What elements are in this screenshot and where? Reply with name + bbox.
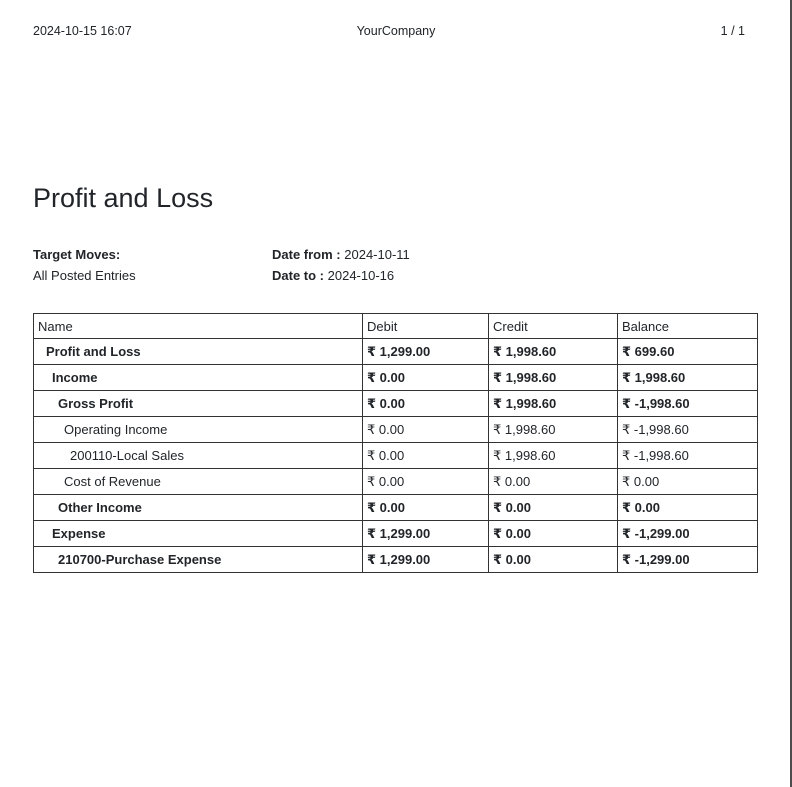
row-debit: ₹ 0.00 <box>362 364 489 391</box>
row-name: Income <box>33 364 363 391</box>
row-debit: ₹ 0.00 <box>362 442 489 469</box>
row-credit: ₹ 1,998.60 <box>488 364 618 391</box>
row-balance: ₹ -1,299.00 <box>617 546 758 573</box>
row-name: 210700-Purchase Expense <box>33 546 363 573</box>
target-moves-label: Target Moves: <box>33 247 121 262</box>
column-header-debit: Debit <box>362 313 489 339</box>
table-row: 210700-Purchase Expense ₹ 1,299.00 ₹ 0.00 ₹… <box>33 546 758 573</box>
row-name: 200110-Local Sales <box>33 442 363 469</box>
row-name: Other Income <box>33 494 363 521</box>
row-balance: ₹ -1,998.60 <box>617 442 758 469</box>
row-credit: ₹ 0.00 <box>488 520 618 547</box>
row-debit: ₹ 1,299.00 <box>362 546 489 573</box>
table-row: Gross Profit ₹ 0.00 ₹ 1,998.60 ₹ -1,998.60 <box>33 390 758 417</box>
date-range-block: Date from : 2024-10-11 Date to : 2024-10… <box>272 244 410 286</box>
profit-loss-table: Name Debit Credit Balance Profit and Los… <box>33 313 758 573</box>
row-name: Profit and Loss <box>33 338 363 365</box>
row-credit: ₹ 1,998.60 <box>488 442 618 469</box>
page-right-edge <box>790 0 792 787</box>
table-row: Operating Income ₹ 0.00 ₹ 1,998.60 ₹ -1,998… <box>33 416 758 443</box>
page-number: 1 / 1 <box>720 24 745 38</box>
table-row: Cost of Revenue ₹ 0.00 ₹ 0.00 ₹ 0.00 <box>33 468 758 495</box>
row-debit: ₹ 0.00 <box>362 494 489 521</box>
row-credit: ₹ 1,998.60 <box>488 390 618 417</box>
row-debit: ₹ 0.00 <box>362 468 489 495</box>
column-header-balance: Balance <box>617 313 758 339</box>
print-timestamp: 2024-10-15 16:07 <box>33 24 132 38</box>
row-name: Cost of Revenue <box>33 468 363 495</box>
date-from-line: Date from : 2024-10-11 <box>272 244 410 265</box>
company-name: YourCompany <box>356 24 436 38</box>
row-debit: ₹ 0.00 <box>362 390 489 417</box>
page-header: 2024-10-15 16:07 YourCompany 1 / 1 <box>0 24 792 40</box>
row-name: Gross Profit <box>33 390 363 417</box>
row-debit: ₹ 1,299.00 <box>362 520 489 547</box>
row-debit: ₹ 0.00 <box>362 416 489 443</box>
table-row: Expense ₹ 1,299.00 ₹ 0.00 ₹ -1,299.00 <box>33 520 758 547</box>
row-credit: ₹ 1,998.60 <box>488 338 618 365</box>
table-row: Other Income ₹ 0.00 ₹ 0.00 ₹ 0.00 <box>33 494 758 521</box>
table-row: Profit and Loss ₹ 1,299.00 ₹ 1,998.60 ₹ 699… <box>33 338 758 365</box>
row-name: Operating Income <box>33 416 363 443</box>
row-balance: ₹ -1,299.00 <box>617 520 758 547</box>
column-header-credit: Credit <box>488 313 618 339</box>
date-to-label: Date to : <box>272 268 324 283</box>
row-balance: ₹ 0.00 <box>617 468 758 495</box>
row-balance: ₹ 0.00 <box>617 494 758 521</box>
row-balance: ₹ 1,998.60 <box>617 364 758 391</box>
report-title: Profit and Loss <box>33 183 214 213</box>
column-header-name: Name <box>33 313 363 339</box>
row-credit: ₹ 0.00 <box>488 546 618 573</box>
table-row: 200110-Local Sales ₹ 0.00 ₹ 1,998.60 ₹ -1,9… <box>33 442 758 469</box>
date-to-line: Date to : 2024-10-16 <box>272 265 410 286</box>
date-to-value: 2024-10-16 <box>327 268 395 283</box>
row-credit: ₹ 0.00 <box>488 468 618 495</box>
row-balance: ₹ 699.60 <box>617 338 758 365</box>
row-balance: ₹ -1,998.60 <box>617 416 758 443</box>
row-credit: ₹ 1,998.60 <box>488 416 618 443</box>
row-balance: ₹ -1,998.60 <box>617 390 758 417</box>
row-debit: ₹ 1,299.00 <box>362 338 489 365</box>
row-name: Expense <box>33 520 363 547</box>
date-from-value: 2024-10-11 <box>344 247 410 262</box>
row-credit: ₹ 0.00 <box>488 494 618 521</box>
date-from-label: Date from : <box>272 247 341 262</box>
target-moves-block: Target Moves: All Posted Entries <box>33 244 136 286</box>
target-moves-value: All Posted Entries <box>33 268 136 283</box>
table-body: Profit and Loss ₹ 1,299.00 ₹ 1,998.60 ₹ 699… <box>33 338 758 573</box>
table-row: Income ₹ 0.00 ₹ 1,998.60 ₹ 1,998.60 <box>33 364 758 391</box>
table-header-row: Name Debit Credit Balance <box>33 313 758 339</box>
